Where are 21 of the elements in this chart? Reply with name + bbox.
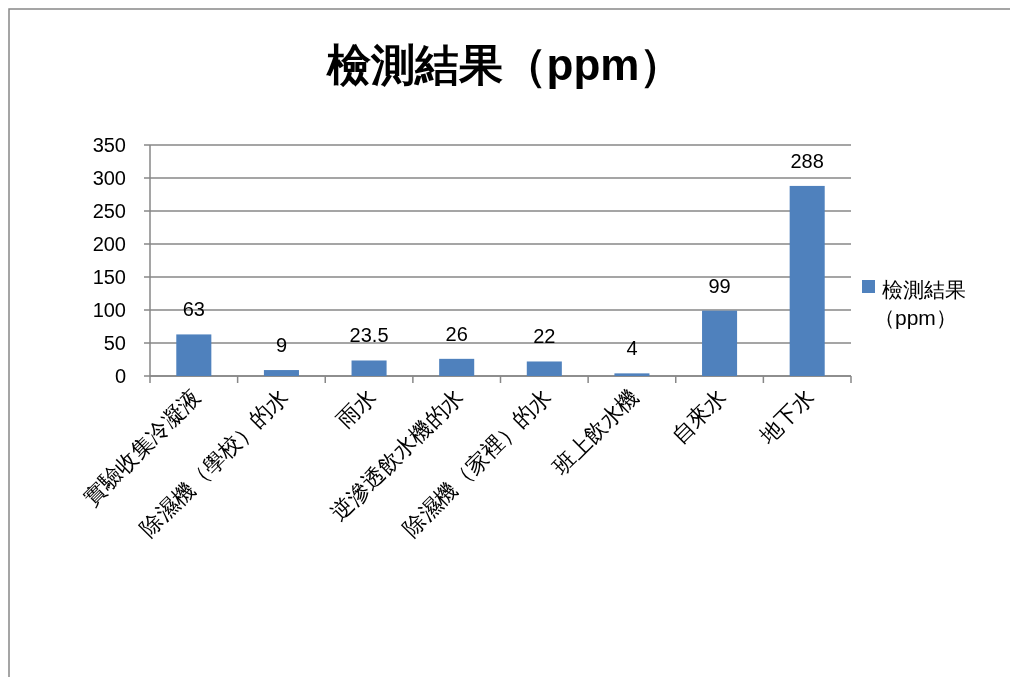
data-label: 288 <box>790 149 824 172</box>
y-tick-label: 300 <box>92 167 126 189</box>
data-label: 99 <box>708 274 731 297</box>
data-label: 23.5 <box>349 324 389 347</box>
y-tick-label: 150 <box>92 266 126 288</box>
y-tick-label: 200 <box>92 233 126 255</box>
data-label: 26 <box>445 322 468 345</box>
y-tick-label: 250 <box>92 200 126 222</box>
data-label: 63 <box>182 298 205 321</box>
data-label: 9 <box>275 334 287 357</box>
y-tick-label: 100 <box>92 299 126 321</box>
legend-label: 檢測結果（ppm） <box>874 278 966 329</box>
data-label: 22 <box>533 325 556 348</box>
y-tick-label: 50 <box>103 332 126 354</box>
x-tick-label: 地下水 <box>753 383 819 449</box>
x-tick-label: 自來水 <box>666 383 732 449</box>
chart-title: 檢測結果（ppm） <box>325 40 684 89</box>
y-tick-label: 0 <box>114 365 126 387</box>
y-tick-label: 350 <box>92 134 126 156</box>
data-label: 4 <box>626 337 638 360</box>
x-tick-label: 雨水 <box>331 383 381 433</box>
